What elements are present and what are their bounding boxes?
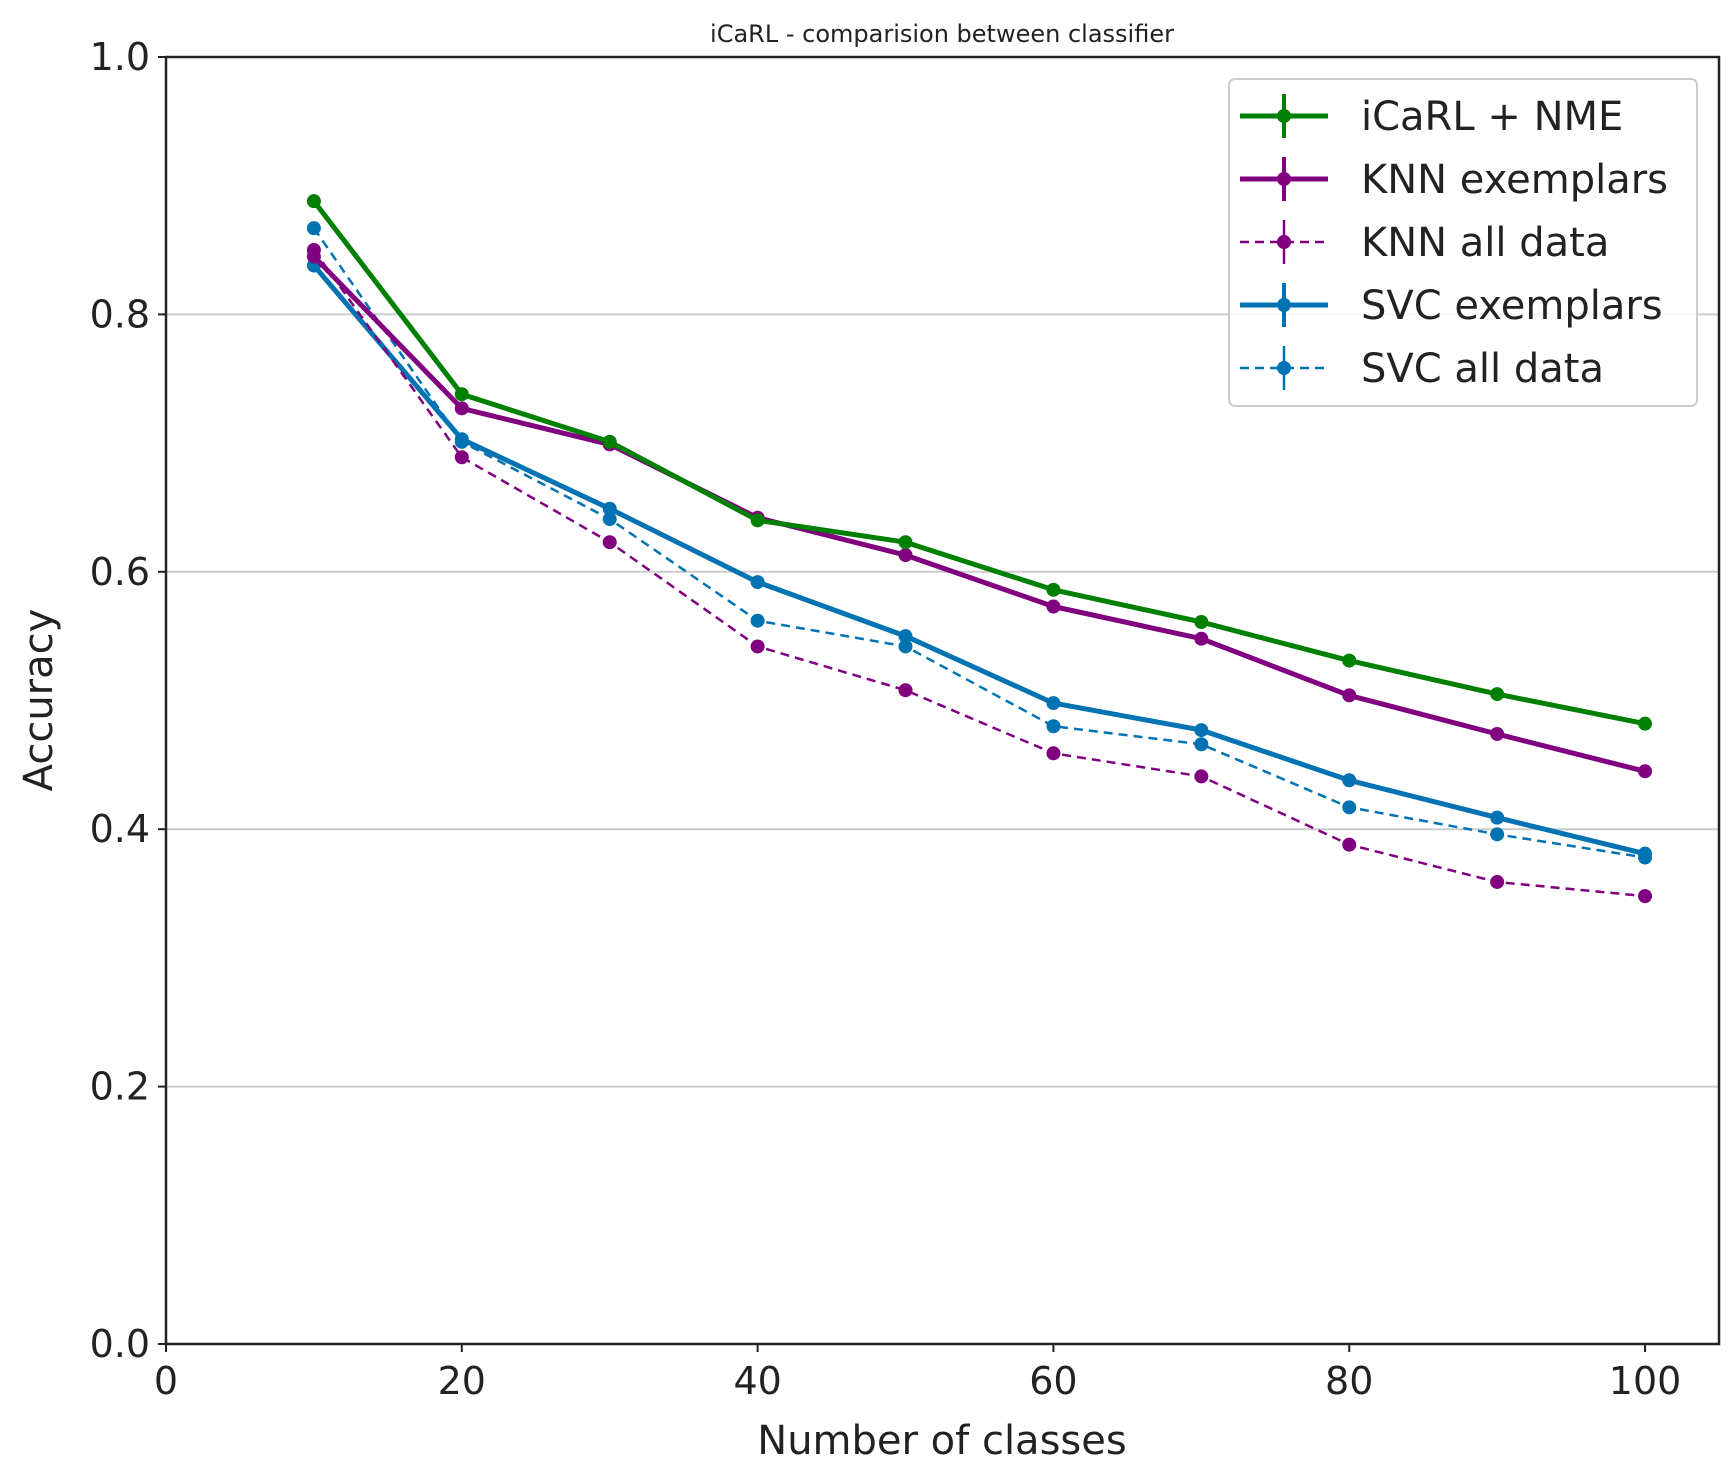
y-tick-label: 0.2 — [90, 1065, 150, 1109]
data-point — [1194, 723, 1209, 738]
y-tick-label: 0.0 — [90, 1322, 150, 1366]
series-line — [311, 199, 1646, 727]
legend-item: KNN exemplars — [1240, 157, 1668, 203]
data-point — [602, 501, 617, 516]
plot-frame — [164, 55, 1721, 1346]
legend-marker — [1277, 109, 1291, 123]
data-point — [1342, 773, 1357, 788]
x-tick-label: 0 — [154, 1359, 178, 1403]
x-tick-label: 60 — [1029, 1359, 1077, 1403]
data-point — [1194, 769, 1209, 784]
data-point — [1342, 837, 1357, 852]
data-point — [454, 450, 469, 465]
data-point — [898, 639, 913, 654]
legend-item: iCaRL + NME — [1240, 94, 1623, 140]
data-point — [1046, 599, 1061, 614]
series-line — [311, 263, 1646, 857]
chart-title: iCaRL - comparision between classifier — [710, 20, 1174, 48]
data-point — [1638, 764, 1653, 779]
x-tick-label: 100 — [1609, 1359, 1682, 1403]
series-line — [312, 249, 1646, 898]
data-point — [1194, 737, 1209, 752]
data-point — [1046, 719, 1061, 734]
data-point — [1638, 716, 1653, 731]
data-point — [454, 432, 469, 447]
data-point — [1194, 631, 1209, 646]
legend-label: SVC all data — [1361, 346, 1604, 392]
data-point — [898, 548, 913, 563]
y-tick-label: 1.0 — [90, 35, 150, 79]
data-point — [898, 629, 913, 644]
y-tick-label: 0.6 — [90, 550, 150, 594]
series-line — [312, 227, 1646, 859]
legend-item: SVC exemplars — [1240, 283, 1663, 329]
legend-marker — [1277, 361, 1291, 375]
data-point — [1342, 653, 1357, 668]
legend-label: iCaRL + NME — [1361, 94, 1623, 140]
x-tick-label: 20 — [438, 1359, 486, 1403]
data-point — [898, 683, 913, 698]
data-point — [750, 575, 765, 590]
data-point — [1490, 827, 1505, 842]
data-point — [750, 613, 765, 628]
x-tick-label: 40 — [733, 1359, 781, 1403]
data-point — [1342, 800, 1357, 815]
data-point — [602, 434, 617, 449]
data-point — [306, 249, 321, 264]
x-tick-label: 80 — [1325, 1359, 1373, 1403]
data-point — [1638, 889, 1653, 904]
data-point — [1490, 726, 1505, 741]
data-point — [454, 387, 469, 402]
data-point — [454, 401, 469, 416]
data-point — [602, 535, 617, 550]
legend-label: KNN all data — [1361, 220, 1609, 266]
legend-marker — [1277, 235, 1291, 249]
legend-marker — [1277, 298, 1291, 312]
data-point — [1490, 810, 1505, 825]
data-point — [750, 639, 765, 654]
data-point — [1194, 614, 1209, 629]
series-svc-all-data — [306, 221, 1653, 865]
y-tick-label: 0.4 — [90, 807, 150, 851]
x-axis-label: Number of classes — [757, 1418, 1126, 1464]
data-point — [306, 221, 321, 236]
y-axis-label: Accuracy — [16, 609, 62, 792]
data-point — [1490, 687, 1505, 702]
data-point — [1046, 696, 1061, 711]
legend-marker — [1277, 172, 1291, 186]
axis-ticks: 0.0 0.2 0.4 0.6 0.8 1.0 0 20 40 60 80 100 — [90, 35, 1682, 1403]
legend-box — [1228, 78, 1698, 407]
series-layer — [306, 194, 1653, 904]
legend-label: KNN exemplars — [1361, 157, 1668, 203]
series-icarl-nme — [306, 194, 1653, 731]
series-line — [312, 254, 1646, 774]
data-point — [1490, 874, 1505, 889]
legend-label: SVC exemplars — [1361, 283, 1663, 329]
data-point — [1046, 746, 1061, 761]
legend-item: KNN all data — [1240, 220, 1609, 266]
legend-item: SVC all data — [1240, 346, 1604, 392]
data-point — [750, 513, 765, 528]
data-point — [1046, 582, 1061, 597]
legend: iCaRL + NME KNN exemplars KNN all data SVC … — [1228, 78, 1698, 407]
data-point — [898, 535, 913, 550]
y-tick-label: 0.8 — [90, 292, 150, 336]
data-point — [602, 512, 617, 527]
grid-lines — [166, 313, 1719, 1088]
data-point — [1638, 846, 1653, 861]
data-point — [1342, 688, 1357, 703]
data-point — [306, 194, 321, 209]
